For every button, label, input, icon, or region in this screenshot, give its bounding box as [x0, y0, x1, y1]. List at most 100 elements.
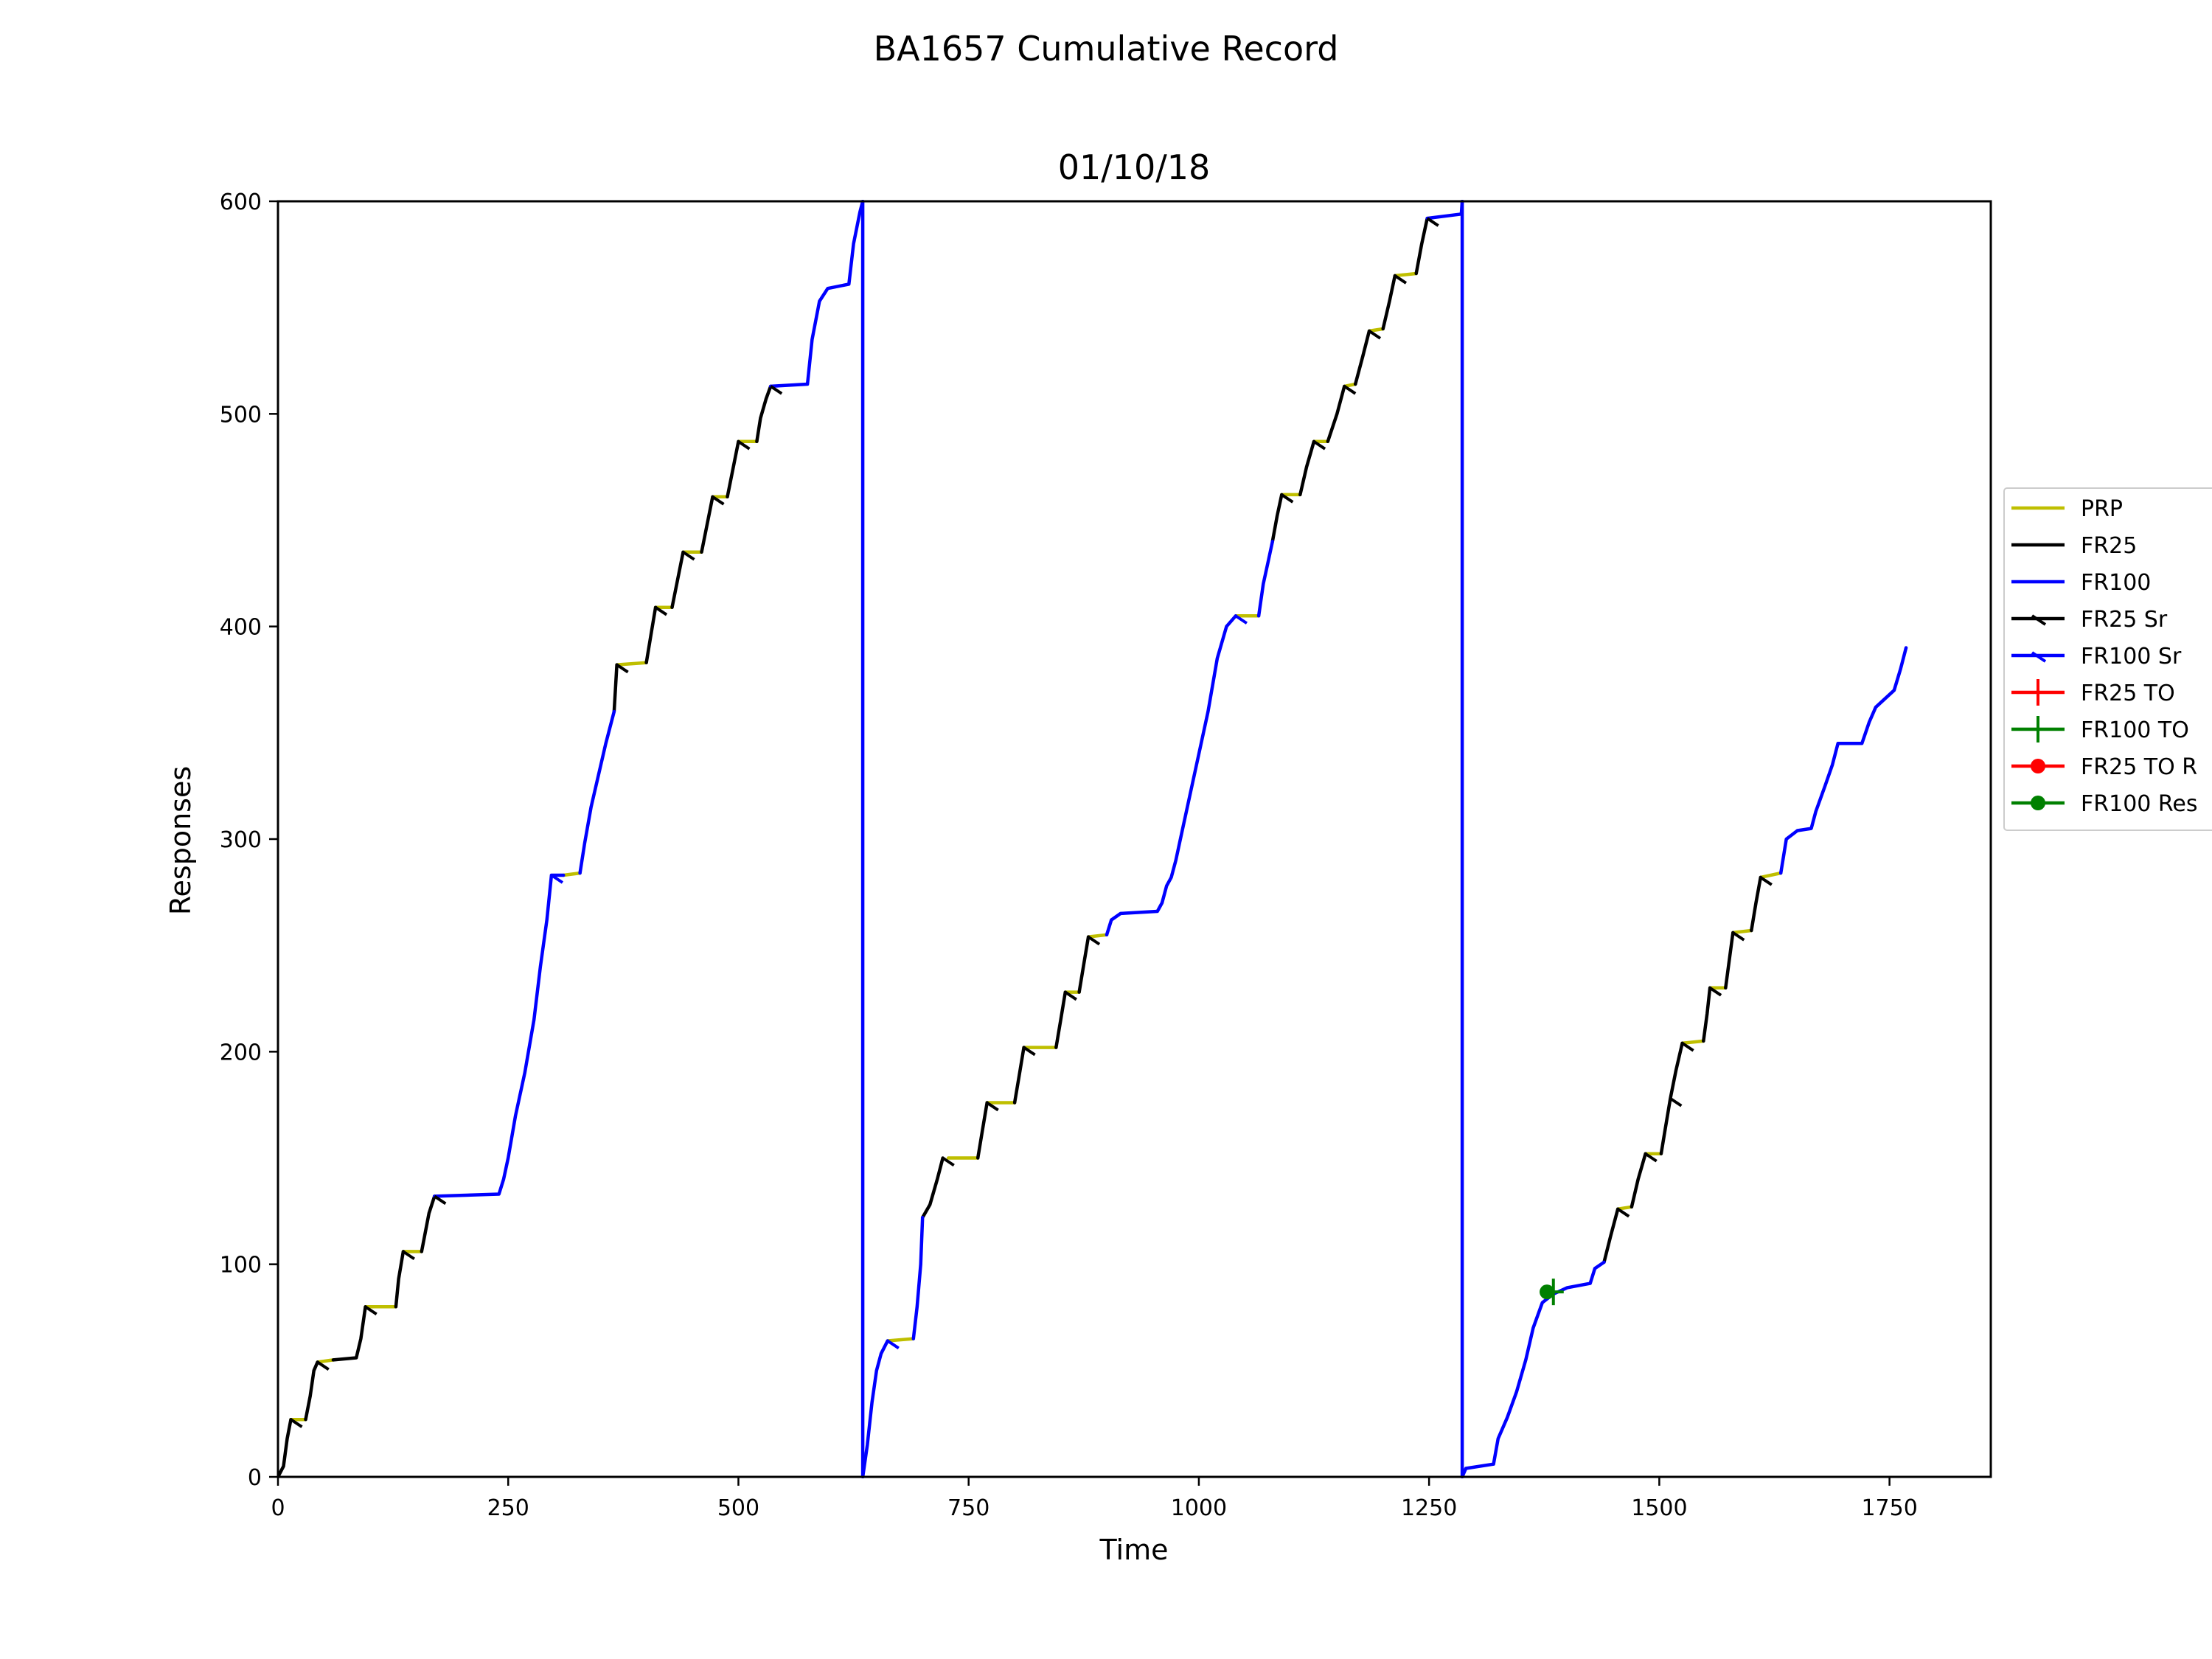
series-fr100-segment-4 [860, 1339, 890, 1478]
legend: PRP FR25 FR100 FR25 Sr FR100 Sr FR25 TO FR100 … [2003, 487, 2212, 831]
series-fr100-segment-0 [433, 873, 566, 1198]
mark-fr25-sr-3 [402, 1250, 415, 1261]
series-fr25-segment-11 [920, 1156, 945, 1220]
series-prp-segment-22 [1615, 1205, 1634, 1211]
series-fr25-segment-0 [278, 1417, 293, 1478]
series-fr25-segment-19 [1353, 329, 1371, 386]
mark-fr25-sr-21 [1426, 217, 1439, 227]
y-tick-label-2: 200 [220, 1040, 262, 1065]
series-fr25-segment-9 [726, 439, 740, 499]
series-prp-segment-20 [1367, 327, 1385, 333]
series-fr100-segment-11 [1778, 646, 1908, 875]
legend-marker-fr25-sr [2031, 614, 2047, 626]
series-fr100-segment-6 [1105, 614, 1238, 937]
series-prp-segment-4 [561, 871, 582, 877]
series-fr25-segment-16 [1270, 493, 1284, 543]
mark-fr25-sr-1 [316, 1360, 330, 1371]
series-fr25-segment-15 [1077, 935, 1091, 994]
y-tick-label-6: 600 [220, 189, 262, 215]
series-prp-segment-1 [316, 1358, 335, 1364]
mark-fr25-sr-8 [712, 495, 725, 506]
plot-frame [276, 200, 1992, 1478]
mark-fr25-sr-27 [1732, 931, 1745, 942]
mark-fr25-sr-24 [1669, 1097, 1683, 1107]
mark-fr25-sr-14 [1064, 990, 1077, 1001]
mark-fr25-sr-16 [1281, 493, 1294, 504]
legend-label-fr25-sr: FR25 Sr [2081, 607, 2168, 633]
mark-fr25-sr-15 [1087, 935, 1101, 946]
series-fr25-segment-13 [1012, 1046, 1026, 1105]
y-tick-label-3: 300 [220, 827, 262, 853]
mark-fr100-sr-2 [1234, 614, 1248, 625]
chart-title: 01/10/18 [1058, 147, 1211, 187]
series-fr25-segment-8 [700, 495, 714, 554]
y-tick-label-1: 100 [220, 1253, 262, 1279]
y-axis-label: Responses [164, 766, 197, 915]
series-fr25-segment-17 [1298, 439, 1316, 497]
chart-suptitle: BA1657 Cumulative Record [874, 29, 1339, 69]
legend-label-fr100: FR100 [2081, 570, 2151, 596]
series-prp-segment-26 [1731, 928, 1753, 935]
legend-label-fr100-to: FR100 TO [2081, 717, 2189, 743]
mark-fr25-sr-5 [616, 663, 629, 674]
mark-fr25-sr-12 [986, 1101, 999, 1112]
legend-label-fr25-to: FR25 TO [2081, 681, 2175, 706]
mark-fr25-sr-22 [1617, 1208, 1630, 1218]
series-fr25-segment-20 [1381, 274, 1397, 331]
legend-label-fr25: FR25 [2081, 533, 2137, 559]
x-tick-label-5: 1250 [1401, 1495, 1457, 1521]
mark-fr25-sr-4 [434, 1194, 447, 1206]
mark-fr25-sr-10 [770, 385, 783, 395]
legend-label-fr25-to-r: FR25 TO R [2081, 754, 2197, 780]
mark-fr25-sr-13 [1023, 1046, 1036, 1057]
mark-fr25-sr-23 [1644, 1152, 1658, 1163]
series-fr100-segment-8 [1425, 200, 1464, 220]
series-fr25-segment-14 [1054, 990, 1068, 1049]
series-prp-segment-10 [886, 1337, 916, 1343]
series-fr25-segment-10 [755, 384, 773, 444]
series-fr25-segment-18 [1326, 384, 1346, 444]
legend-label-fr100-sr: FR100 Sr [2081, 644, 2182, 669]
x-axis-label: Time [1099, 1534, 1169, 1566]
legend-marker-fr25-to-r [2031, 759, 2045, 773]
series-prp-segment-21 [1393, 271, 1418, 278]
y-tick-label-5: 500 [220, 402, 262, 428]
mark-fr25-sr-9 [737, 440, 751, 451]
x-tick-label-2: 500 [717, 1495, 759, 1521]
y-tick-label-0: 0 [248, 1465, 262, 1491]
mark-fr25-sr-20 [1394, 274, 1408, 285]
mark-fr25-sr-2 [364, 1305, 378, 1315]
series-fr25-segment-25 [1702, 986, 1712, 1043]
legend-marker-fr100-sr [2031, 651, 2047, 663]
mark-fr25-sr-11 [942, 1156, 955, 1167]
mark-fr100-sr-0 [550, 874, 564, 884]
plot-data-layer [278, 200, 1908, 1478]
series-fr25-segment-26 [1724, 931, 1735, 990]
series-fr25-segment-1 [304, 1360, 319, 1422]
series-fr100-segment-10 [1460, 1260, 1606, 1478]
series-fr100-segment-5 [911, 1215, 925, 1340]
series-fr25-segment-7 [670, 550, 685, 609]
mark-fr25-sr-28 [1759, 876, 1773, 886]
series-prp-segment-27 [1759, 871, 1783, 880]
legend-frame [2003, 487, 2212, 831]
series-fr25-segment-12 [975, 1101, 989, 1160]
axis-ticks: 0 250 500 750 1000 1250 1500 1750 0 100 200 300 400 5… [220, 189, 1918, 1521]
y-tick-label-4: 400 [220, 615, 262, 641]
series-fr25-segment-2 [331, 1305, 367, 1362]
series-fr100-segment-1 [578, 709, 616, 875]
legend-label-fr100-res: FR100 Res [2081, 791, 2197, 817]
series-prp-segment-24 [1680, 1039, 1705, 1046]
mark-fr100-sr-1 [886, 1339, 900, 1350]
mark-fr100-res-0 [1540, 1284, 1555, 1300]
x-tick-label-1: 250 [487, 1495, 529, 1521]
mark-fr25-sr-25 [1681, 1042, 1694, 1052]
series-fr25-segment-6 [644, 605, 658, 664]
x-tick-label-0: 0 [271, 1495, 285, 1521]
series-prp-segment-5 [615, 661, 648, 667]
mark-fr25-sr-0 [290, 1418, 303, 1428]
series-fr100-segment-2 [768, 200, 865, 389]
series-fr100-segment-7 [1256, 540, 1275, 618]
